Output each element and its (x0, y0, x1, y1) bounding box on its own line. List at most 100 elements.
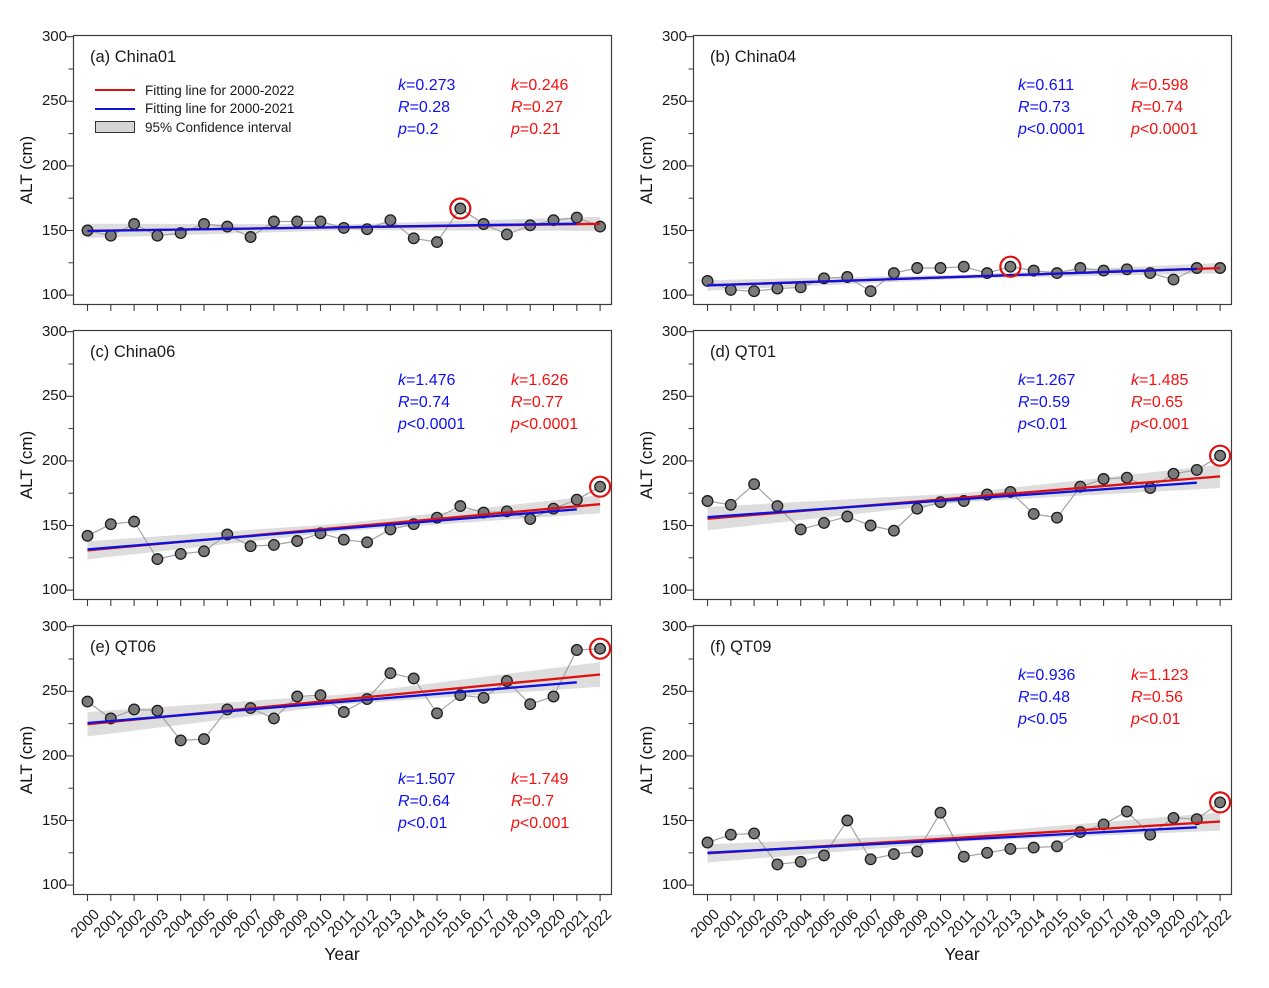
y-tick-label: 250 (41, 387, 67, 405)
red-line-swatch (95, 89, 135, 92)
stat-blue-p: p<0.0001 (398, 415, 466, 433)
data-point (1051, 511, 1063, 524)
data-point (818, 849, 830, 862)
data-point (887, 524, 900, 537)
y-tick-label: 300 (41, 322, 67, 340)
data-point (384, 667, 397, 680)
y-tick-label: 200 (661, 451, 687, 469)
stat-blue-R: R=0.59 (1018, 393, 1071, 411)
data-point (701, 274, 714, 287)
data-point (771, 858, 784, 871)
data-point (198, 218, 210, 230)
plot-area-a (66, 34, 613, 311)
y-tick-label: 100 (41, 286, 67, 304)
axis-frame (72, 329, 613, 601)
panel-title-c: (c) China06 (90, 343, 176, 361)
highlight-circle (1208, 444, 1232, 467)
data-point (701, 836, 714, 849)
data-point (314, 215, 327, 228)
stat-blue-R: R=0.73 (1018, 98, 1071, 116)
data-point (547, 690, 560, 703)
stat-blue-p: p=0.2 (398, 120, 439, 138)
data-point (291, 215, 304, 228)
stat-blue-k: k=0.611 (1018, 77, 1075, 94)
data-point (1004, 842, 1017, 855)
data-point (570, 211, 583, 224)
panel-title-e: (e) QT06 (90, 638, 157, 656)
fit-line-2000-2021 (87, 681, 577, 725)
stat-red-p: p<0.001 (511, 814, 570, 832)
y-tick-label: 150 (661, 221, 687, 239)
legend-item-fit-2022: Fitting line for 2000-2022 (95, 81, 294, 100)
data-point (701, 495, 714, 507)
y-tick-label: 100 (661, 286, 687, 304)
axis-frame (692, 34, 1233, 306)
y-tick-label: 150 (41, 811, 67, 829)
fit-line-2000-2021 (707, 481, 1197, 519)
y-tick-label: 100 (661, 876, 687, 894)
stat-red-p: p<0.001 (1131, 415, 1190, 433)
stat-blue-k: k=1.476 (398, 372, 456, 389)
data-point (1144, 482, 1157, 494)
y-tick-label: 150 (41, 221, 67, 239)
plot-area-b (686, 34, 1233, 311)
data-point (291, 535, 304, 547)
data-point (724, 283, 737, 296)
data-point (244, 231, 257, 243)
y-tick-label: 200 (41, 451, 67, 469)
panel-b-china04: (b) China04 ALT (cm) 100 150 200 250 300 k=0.… (637, 28, 1233, 320)
data-point (748, 478, 761, 491)
data-point (818, 516, 830, 529)
data-point (1167, 467, 1180, 480)
data-point (291, 690, 304, 703)
y-tick-label: 300 (41, 27, 67, 45)
data-point (771, 282, 784, 295)
data-point (911, 845, 924, 858)
data-point (1167, 273, 1180, 286)
data-point (128, 218, 141, 230)
panel-title-d: (d) QT01 (710, 343, 777, 361)
stat-blue-p: p<0.0001 (1018, 120, 1086, 138)
data-point (1120, 263, 1133, 276)
blue-line-swatch (95, 107, 135, 110)
data-point (1027, 841, 1040, 854)
stat-blue-k: k=1.267 (1018, 372, 1076, 389)
stat-red-k: k=1.485 (1131, 372, 1189, 389)
panel-title-b: (b) China04 (710, 48, 797, 66)
y-tick-label: 150 (661, 811, 687, 829)
plot-area-f (686, 624, 1233, 901)
panel-e-qt06: (e) QT06 ALT (cm) 100 150 200 250 300 k=1.507… (17, 618, 615, 942)
legend: Fitting line for 2000-2022 Fitting line … (95, 81, 294, 137)
data-point (361, 536, 374, 549)
legend-label: Fitting line for 2000-2021 (145, 101, 295, 117)
stat-red-p: p<0.0001 (511, 415, 579, 433)
stat-blue-k: k=0.936 (1018, 667, 1076, 684)
data-point (864, 853, 877, 866)
fit-line-2000-2021 (87, 222, 577, 233)
data-point (981, 846, 994, 859)
data-point (724, 828, 737, 841)
data-point (594, 480, 607, 493)
data-point (361, 223, 374, 236)
y-tick-label: 250 (661, 387, 687, 405)
data-point (431, 236, 443, 249)
panel-c-china06: (c) China06 ALT (cm) 100 150 200 250 300 k=1.… (17, 323, 613, 615)
data-point (174, 734, 187, 747)
data-point (748, 827, 761, 840)
ci-box-swatch (95, 121, 135, 134)
stat-red-k: k=0.246 (511, 77, 569, 94)
data-point (221, 220, 234, 233)
data-point (934, 806, 947, 819)
data-point (151, 704, 164, 717)
axis-frame (72, 34, 613, 306)
stat-red-R: R=0.27 (511, 98, 564, 116)
stat-blue-k: k=0.273 (398, 77, 456, 94)
fit-line-2000-2021 (707, 267, 1197, 287)
data-point (198, 733, 210, 746)
data-point (267, 712, 280, 725)
data-point (841, 510, 854, 523)
fit-line-2000-2021 (707, 826, 1197, 854)
stat-red-k: k=1.123 (1131, 667, 1189, 684)
data-point (957, 260, 970, 273)
